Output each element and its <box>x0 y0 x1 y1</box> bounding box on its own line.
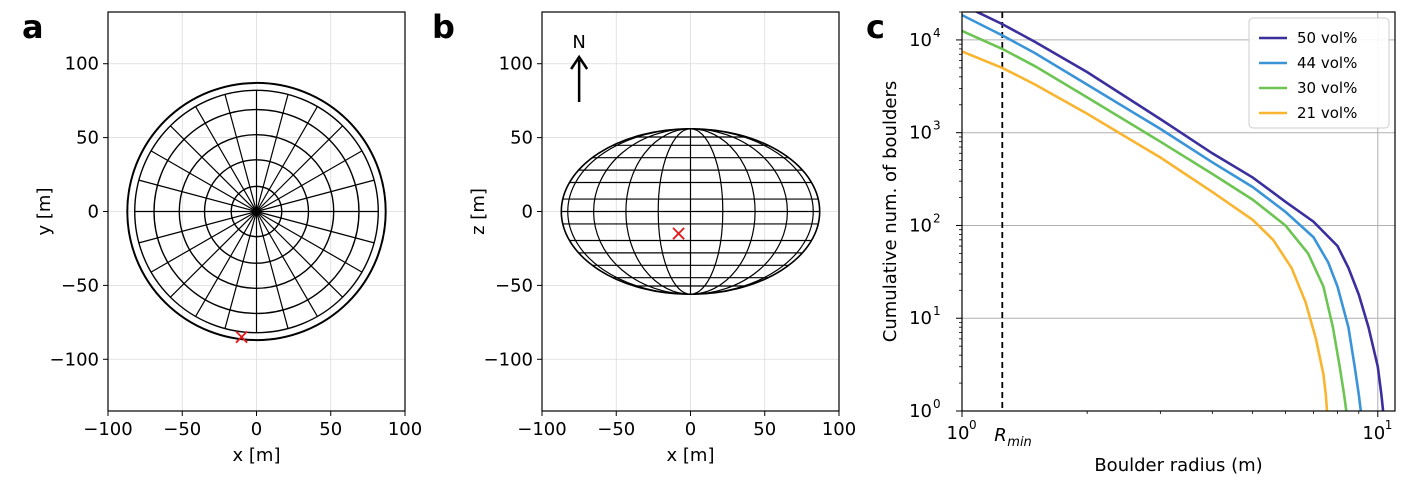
y-tick-label: 0 <box>522 202 533 223</box>
meridian-line <box>138 210 257 244</box>
x-tick-exponent: 1 <box>1385 418 1393 432</box>
legend-label: 30 vol% <box>1297 79 1357 97</box>
meridian-line <box>150 150 257 213</box>
body-outline <box>126 81 387 342</box>
meridian-line <box>256 179 375 213</box>
meridian-line <box>224 211 258 329</box>
meridian-line <box>169 125 257 212</box>
plot-frame <box>107 11 406 412</box>
y-axis-label: z [m] <box>468 188 489 235</box>
panel-b: −100 −50 0 50 100 −100 −50 0 50 100 x [m] z [m] × Nb <box>432 8 856 466</box>
x-tick-label: −50 <box>597 419 635 440</box>
meridian-line <box>256 210 363 273</box>
y-tick-exponent: 4 <box>933 26 941 40</box>
meridian-line <box>255 94 289 212</box>
x-tick-label: 50 <box>319 419 342 440</box>
legend-label: 44 vol% <box>1297 54 1357 72</box>
legend: 50 vol% 44 vol% 30 vol% 21 vol% <box>1248 17 1390 129</box>
location-marker: × <box>669 222 687 247</box>
legend-box <box>1248 17 1390 129</box>
legend-label: 50 vol% <box>1297 29 1357 47</box>
x-tick-label: 10 <box>947 423 970 444</box>
meridian-line <box>195 106 258 212</box>
panel-a: −100 −50 0 50 100 −100 −50 0 50 100 x [m] y [m] × a <box>22 8 422 466</box>
x-tick-exponent: 0 <box>969 418 977 432</box>
y-tick-label: 10 <box>909 401 932 422</box>
north-arrow-head <box>570 54 589 70</box>
meridian-line <box>256 125 344 212</box>
x-tick-label: 0 <box>251 419 262 440</box>
x-tick-label: 0 <box>685 419 696 440</box>
location-marker: × <box>232 325 250 350</box>
x-tick-label: 100 <box>822 419 856 440</box>
x-tick-label: 100 <box>388 419 422 440</box>
series-line-2 <box>962 13 1363 411</box>
series-line-4 <box>962 50 1329 411</box>
y-tick-label: −100 <box>484 349 533 370</box>
series-line-1 <box>974 12 1385 411</box>
panel-label-c: c <box>866 8 885 46</box>
meridian-line <box>256 150 363 213</box>
panel-label-b: b <box>432 8 455 46</box>
meridian-line <box>224 94 258 212</box>
meridian-line <box>169 211 257 298</box>
y-tick-exponent: 3 <box>933 119 941 133</box>
series-line-3 <box>962 29 1348 411</box>
y-tick-label: −100 <box>50 349 99 370</box>
meridian-line <box>195 211 258 317</box>
y-tick-exponent: 1 <box>933 304 941 318</box>
legend-label: 21 vol% <box>1297 104 1357 122</box>
y-tick-label: 10 <box>909 215 932 236</box>
y-tick-label: 10 <box>909 123 932 144</box>
y-tick-label: 10 <box>909 308 932 329</box>
y-tick-label: 100 <box>499 54 533 75</box>
x-tick-label: −50 <box>163 419 201 440</box>
y-tick-label: 0 <box>88 202 99 223</box>
plot-frame <box>541 11 840 412</box>
x-axis-label: Boulder radius (m) <box>1094 455 1262 476</box>
plot-frame <box>961 11 1396 412</box>
y-tick-label: 50 <box>76 128 99 149</box>
meridian-line <box>255 211 289 329</box>
meridian-line <box>255 211 318 317</box>
y-axis-label: Cumulative num. of boulders <box>880 81 901 342</box>
meridian-line <box>138 179 257 213</box>
x-tick-label: −100 <box>517 419 566 440</box>
x-tick-label: 10 <box>1362 423 1385 444</box>
x-tick-label: 50 <box>753 419 776 440</box>
y-tick-exponent: 0 <box>933 397 941 411</box>
meridian-line <box>150 210 257 273</box>
x-axis-label: x [m] <box>667 445 715 466</box>
rmin-label: R <box>994 425 1007 446</box>
y-tick-label: −50 <box>61 275 99 296</box>
north-label: N <box>572 32 585 53</box>
x-tick-label: −100 <box>83 419 132 440</box>
y-tick-exponent: 2 <box>933 211 941 225</box>
x-axis-label: x [m] <box>233 445 281 466</box>
y-tick-label: 100 <box>65 54 99 75</box>
y-tick-label: 50 <box>510 128 533 149</box>
y-tick-label: −50 <box>495 275 533 296</box>
rmin-subscript: min <box>1007 435 1032 450</box>
y-axis-label: y [m] <box>34 188 55 236</box>
body-outline <box>560 127 821 296</box>
meridian-line <box>255 106 318 212</box>
meridian-line <box>256 211 344 298</box>
panel-label-a: a <box>22 8 44 46</box>
meridian-line <box>256 210 375 244</box>
y-tick-label: 10 <box>909 30 932 51</box>
